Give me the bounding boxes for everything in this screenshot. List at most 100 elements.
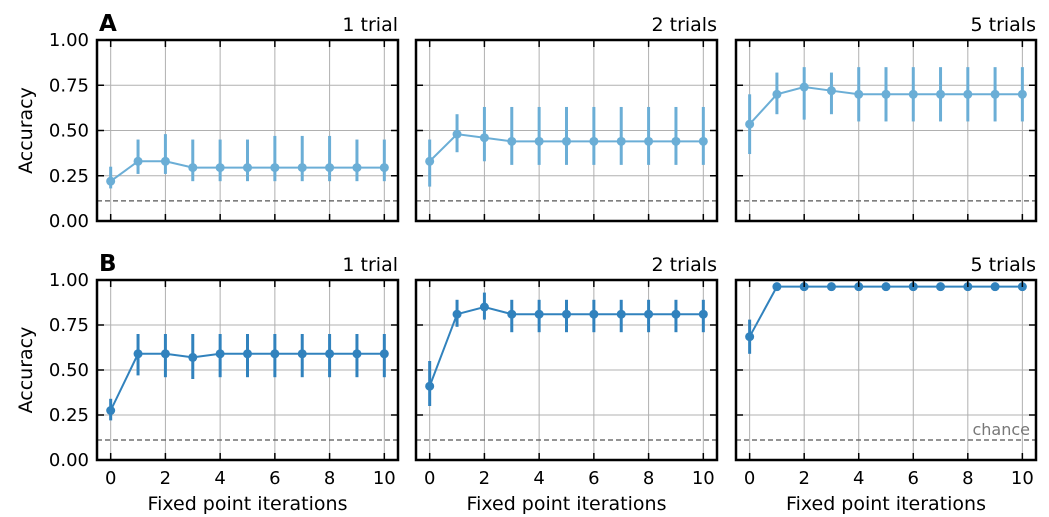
data-point	[826, 86, 836, 96]
y-tick-label: 0.50	[49, 360, 89, 381]
data-point	[188, 352, 198, 362]
panel-title: 1 trial	[342, 254, 398, 276]
data-point	[452, 129, 462, 139]
panel-a-3	[734, 38, 1038, 223]
data-point	[990, 89, 1000, 99]
data-point	[215, 163, 225, 173]
data-point	[616, 309, 626, 319]
y-axis-title: Accuracy	[15, 327, 37, 414]
data-point	[534, 136, 544, 146]
data-point	[936, 89, 946, 99]
data-point	[243, 163, 252, 173]
panel-a-1: 0.00 0.25 0.50 0.75 1.00 Accuracy	[15, 30, 400, 232]
data-point	[379, 163, 389, 173]
x-tick-label: 4	[533, 468, 544, 489]
data-point	[799, 82, 809, 92]
data-point	[425, 381, 435, 391]
data-point	[881, 89, 891, 99]
data-point	[745, 119, 755, 129]
data-point	[133, 156, 143, 166]
data-point	[106, 406, 116, 415]
data-point	[270, 349, 280, 359]
panel-title: 2 trials	[652, 254, 718, 276]
series-line	[748, 285, 1023, 338]
x-tick-label: 6	[269, 468, 280, 489]
x-tick-label: 10	[692, 468, 715, 489]
x-tick-label: 0	[105, 468, 116, 489]
y-axis-title: Accuracy	[15, 87, 37, 174]
panel-title: 1 trial	[342, 14, 398, 36]
data-point	[854, 89, 864, 99]
x-tick-label: 2	[160, 468, 171, 489]
data-point	[644, 309, 654, 319]
data-point	[963, 89, 973, 99]
data-point	[106, 176, 116, 186]
x-tick-label: 6	[908, 468, 919, 489]
data-point	[352, 163, 362, 173]
data-point	[990, 282, 1000, 292]
x-tick-label: 2	[798, 468, 809, 489]
panel-letter: A	[99, 11, 117, 37]
y-tick-label: 1.00	[49, 30, 89, 51]
data-point	[644, 136, 654, 146]
x-tick-label: 8	[643, 468, 654, 489]
y-tick-label: 0.25	[49, 166, 89, 187]
data-point	[881, 282, 891, 292]
y-tick-label: 0.00	[49, 450, 89, 471]
data-point	[507, 309, 517, 319]
data-point	[243, 349, 252, 359]
y-tick-label: 1.00	[49, 270, 89, 291]
x-axis-title: Fixed point iterations	[467, 493, 667, 515]
data-point	[562, 309, 571, 319]
data-point	[772, 89, 782, 99]
x-axis-title: Fixed point iterations	[786, 493, 986, 515]
data-point	[479, 302, 489, 312]
y-tick-label: 0.75	[49, 75, 89, 96]
data-point	[507, 136, 517, 146]
data-point	[589, 136, 599, 146]
data-point	[160, 349, 170, 359]
data-point	[297, 163, 307, 173]
x-tick-label: 10	[373, 468, 396, 489]
y-tick-label: 0.50	[49, 121, 89, 142]
data-point	[160, 156, 170, 166]
data-point	[297, 349, 307, 359]
data-point	[325, 349, 335, 359]
data-point	[352, 349, 362, 359]
data-point	[452, 309, 462, 319]
panel-a-2	[414, 38, 719, 223]
data-point	[671, 309, 681, 319]
y-tick-label: 0.25	[49, 405, 89, 426]
x-axis-title: Fixed point iterations	[148, 493, 348, 515]
data-point	[188, 163, 198, 173]
x-tick-label: 10	[1011, 468, 1034, 489]
data-point	[215, 349, 225, 359]
panel-b-1: 0 2 4 6 8 10 0.00 0.25 0.50 0.75 1.00 Accuracy	[15, 270, 400, 489]
data-point	[534, 309, 544, 319]
data-point	[562, 136, 571, 146]
data-point	[616, 136, 626, 146]
data-point	[745, 332, 755, 342]
x-tick-label: 8	[324, 468, 335, 489]
data-point	[379, 349, 389, 359]
data-point	[133, 349, 143, 359]
data-point	[772, 282, 782, 292]
data-point	[698, 136, 708, 146]
data-point	[826, 282, 836, 292]
data-point	[1017, 89, 1027, 99]
data-point	[908, 89, 918, 99]
data-point	[425, 156, 435, 166]
x-tick-label: 0	[424, 468, 435, 489]
x-tick-label: 4	[853, 468, 864, 489]
data-point	[325, 163, 335, 173]
y-tick-label: 0.75	[49, 315, 89, 336]
panel-title: 5 trials	[971, 254, 1037, 276]
panel-b-3: 0 2 4 6 8 10	[734, 278, 1038, 489]
data-point	[479, 133, 489, 143]
panel-title: 5 trials	[971, 14, 1037, 36]
panel-letter: B	[99, 251, 117, 277]
chance-label: chance	[972, 420, 1030, 439]
data-point	[936, 282, 946, 292]
x-tick-label: 8	[962, 468, 973, 489]
